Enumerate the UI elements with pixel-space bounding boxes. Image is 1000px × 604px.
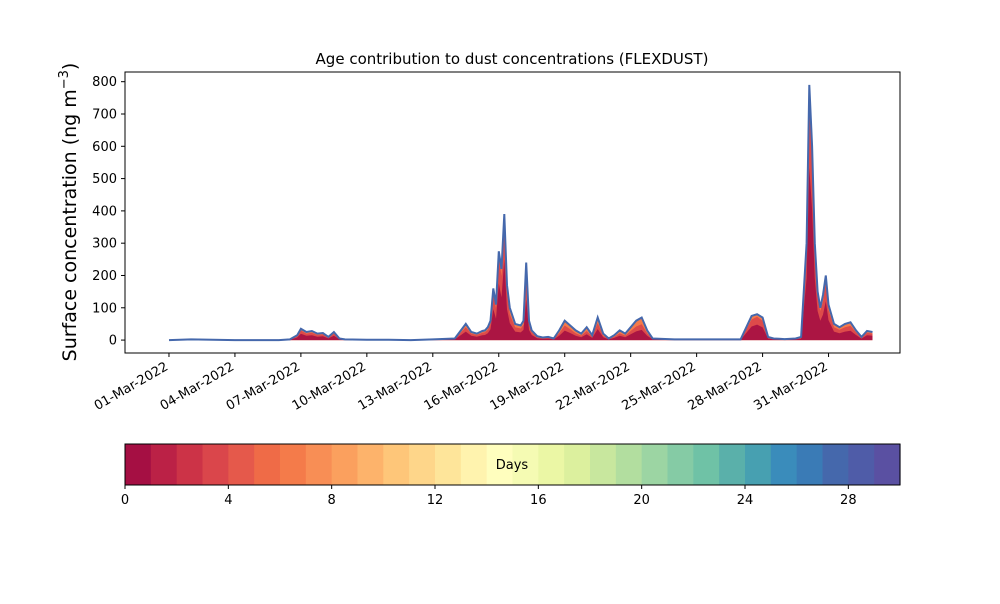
y-tick-label: 800 — [92, 75, 117, 90]
colorbar-frame — [124, 443, 901, 486]
colorbar-segment — [874, 444, 901, 485]
x-tick-label: 01-Mar-2022 — [92, 359, 171, 413]
colorbar-segment — [280, 444, 307, 485]
colorbar-tick-label: 12 — [427, 493, 444, 508]
colorbar-segment — [383, 444, 410, 485]
colorbar-segment — [125, 444, 152, 485]
colorbar-tick-label: 0 — [121, 493, 129, 508]
colorbar-segment — [409, 444, 436, 485]
colorbar-segment — [305, 444, 333, 485]
colorbar-tick-label: 24 — [737, 493, 754, 508]
y-axis-label-exponent: −3 — [57, 70, 72, 89]
colorbar-segment — [848, 444, 875, 485]
area-young-ages — [169, 167, 873, 341]
x-tick-label: 28-Mar-2022 — [685, 359, 764, 413]
colorbar-segment — [538, 444, 565, 485]
x-tick-label: 07-Mar-2022 — [224, 359, 303, 413]
x-tick-label: 04-Mar-2022 — [158, 359, 237, 413]
x-tick-label: 22-Mar-2022 — [554, 359, 633, 413]
colorbar-segment — [770, 444, 798, 485]
colorbar-tick-label: 28 — [840, 493, 857, 508]
colorbar-segment — [667, 444, 694, 485]
colorbar-segment — [564, 444, 591, 485]
colorbar-segment — [435, 444, 462, 485]
colorbar-segment — [615, 444, 643, 485]
y-tick-label: 300 — [92, 237, 117, 252]
y-axis-label: Surface concentration (ng m−3) — [57, 63, 81, 362]
colorbar-segment — [719, 444, 746, 485]
colorbar-segment — [641, 444, 669, 485]
x-tick-label: 10-Mar-2022 — [290, 359, 369, 413]
y-tick-label: 700 — [92, 107, 117, 122]
y-axis-label-main: Surface concentration (ng m — [59, 89, 81, 361]
y-tick-label: 500 — [92, 172, 117, 187]
colorbar-segment — [590, 444, 617, 485]
y-axis-label-close: ) — [59, 63, 81, 70]
colorbar-tick-label: 4 — [224, 493, 232, 508]
total-series-line — [168, 84, 873, 342]
colorbar-segment — [254, 444, 281, 485]
x-tick-label: 31-Mar-2022 — [751, 359, 830, 413]
y-tick-label: 200 — [92, 269, 117, 284]
colorbar-segment — [357, 444, 384, 485]
colorbar-segment — [331, 444, 359, 485]
plot-frame — [124, 71, 901, 354]
plot-area — [168, 84, 873, 342]
y-tick-label: 400 — [92, 204, 117, 219]
x-tick-label: 19-Mar-2022 — [488, 359, 567, 413]
area-older-ages — [169, 84, 873, 341]
y-tick-label: 0 — [109, 334, 117, 349]
colorbar-segment — [512, 444, 539, 485]
colorbar-tick-label: 16 — [530, 493, 547, 508]
x-tick-label: 13-Mar-2022 — [356, 359, 435, 413]
colorbar-segment — [745, 444, 772, 485]
colorbar-label: Days — [496, 458, 529, 473]
colorbar-segment — [150, 444, 178, 485]
colorbar-segment — [176, 444, 204, 485]
colorbar-tick-label: 20 — [633, 493, 650, 508]
y-tick-label: 100 — [92, 301, 117, 316]
x-tick-label: 25-Mar-2022 — [619, 359, 698, 413]
colorbar-segment — [202, 444, 229, 485]
axes: 0 100 200 300 400 500 600 700 800 01-Mar-202204-M… — [92, 71, 901, 414]
colorbar-segment — [796, 444, 824, 485]
colorbar-segment — [460, 444, 488, 485]
colorbar: 0 4 8 12 16 20 24 28 — [121, 443, 901, 508]
area-mid-ages — [169, 84, 873, 341]
colorbar-segment — [486, 444, 514, 485]
y-tick-label: 600 — [92, 140, 117, 155]
x-tick-label: 16-Mar-2022 — [422, 359, 501, 413]
colorbar-tick-label: 8 — [328, 493, 336, 508]
colorbar-segment — [822, 444, 849, 485]
colorbar-segment — [693, 444, 720, 485]
chart-title: Age contribution to dust concentrations … — [316, 50, 709, 68]
colorbar-segment — [228, 444, 255, 485]
